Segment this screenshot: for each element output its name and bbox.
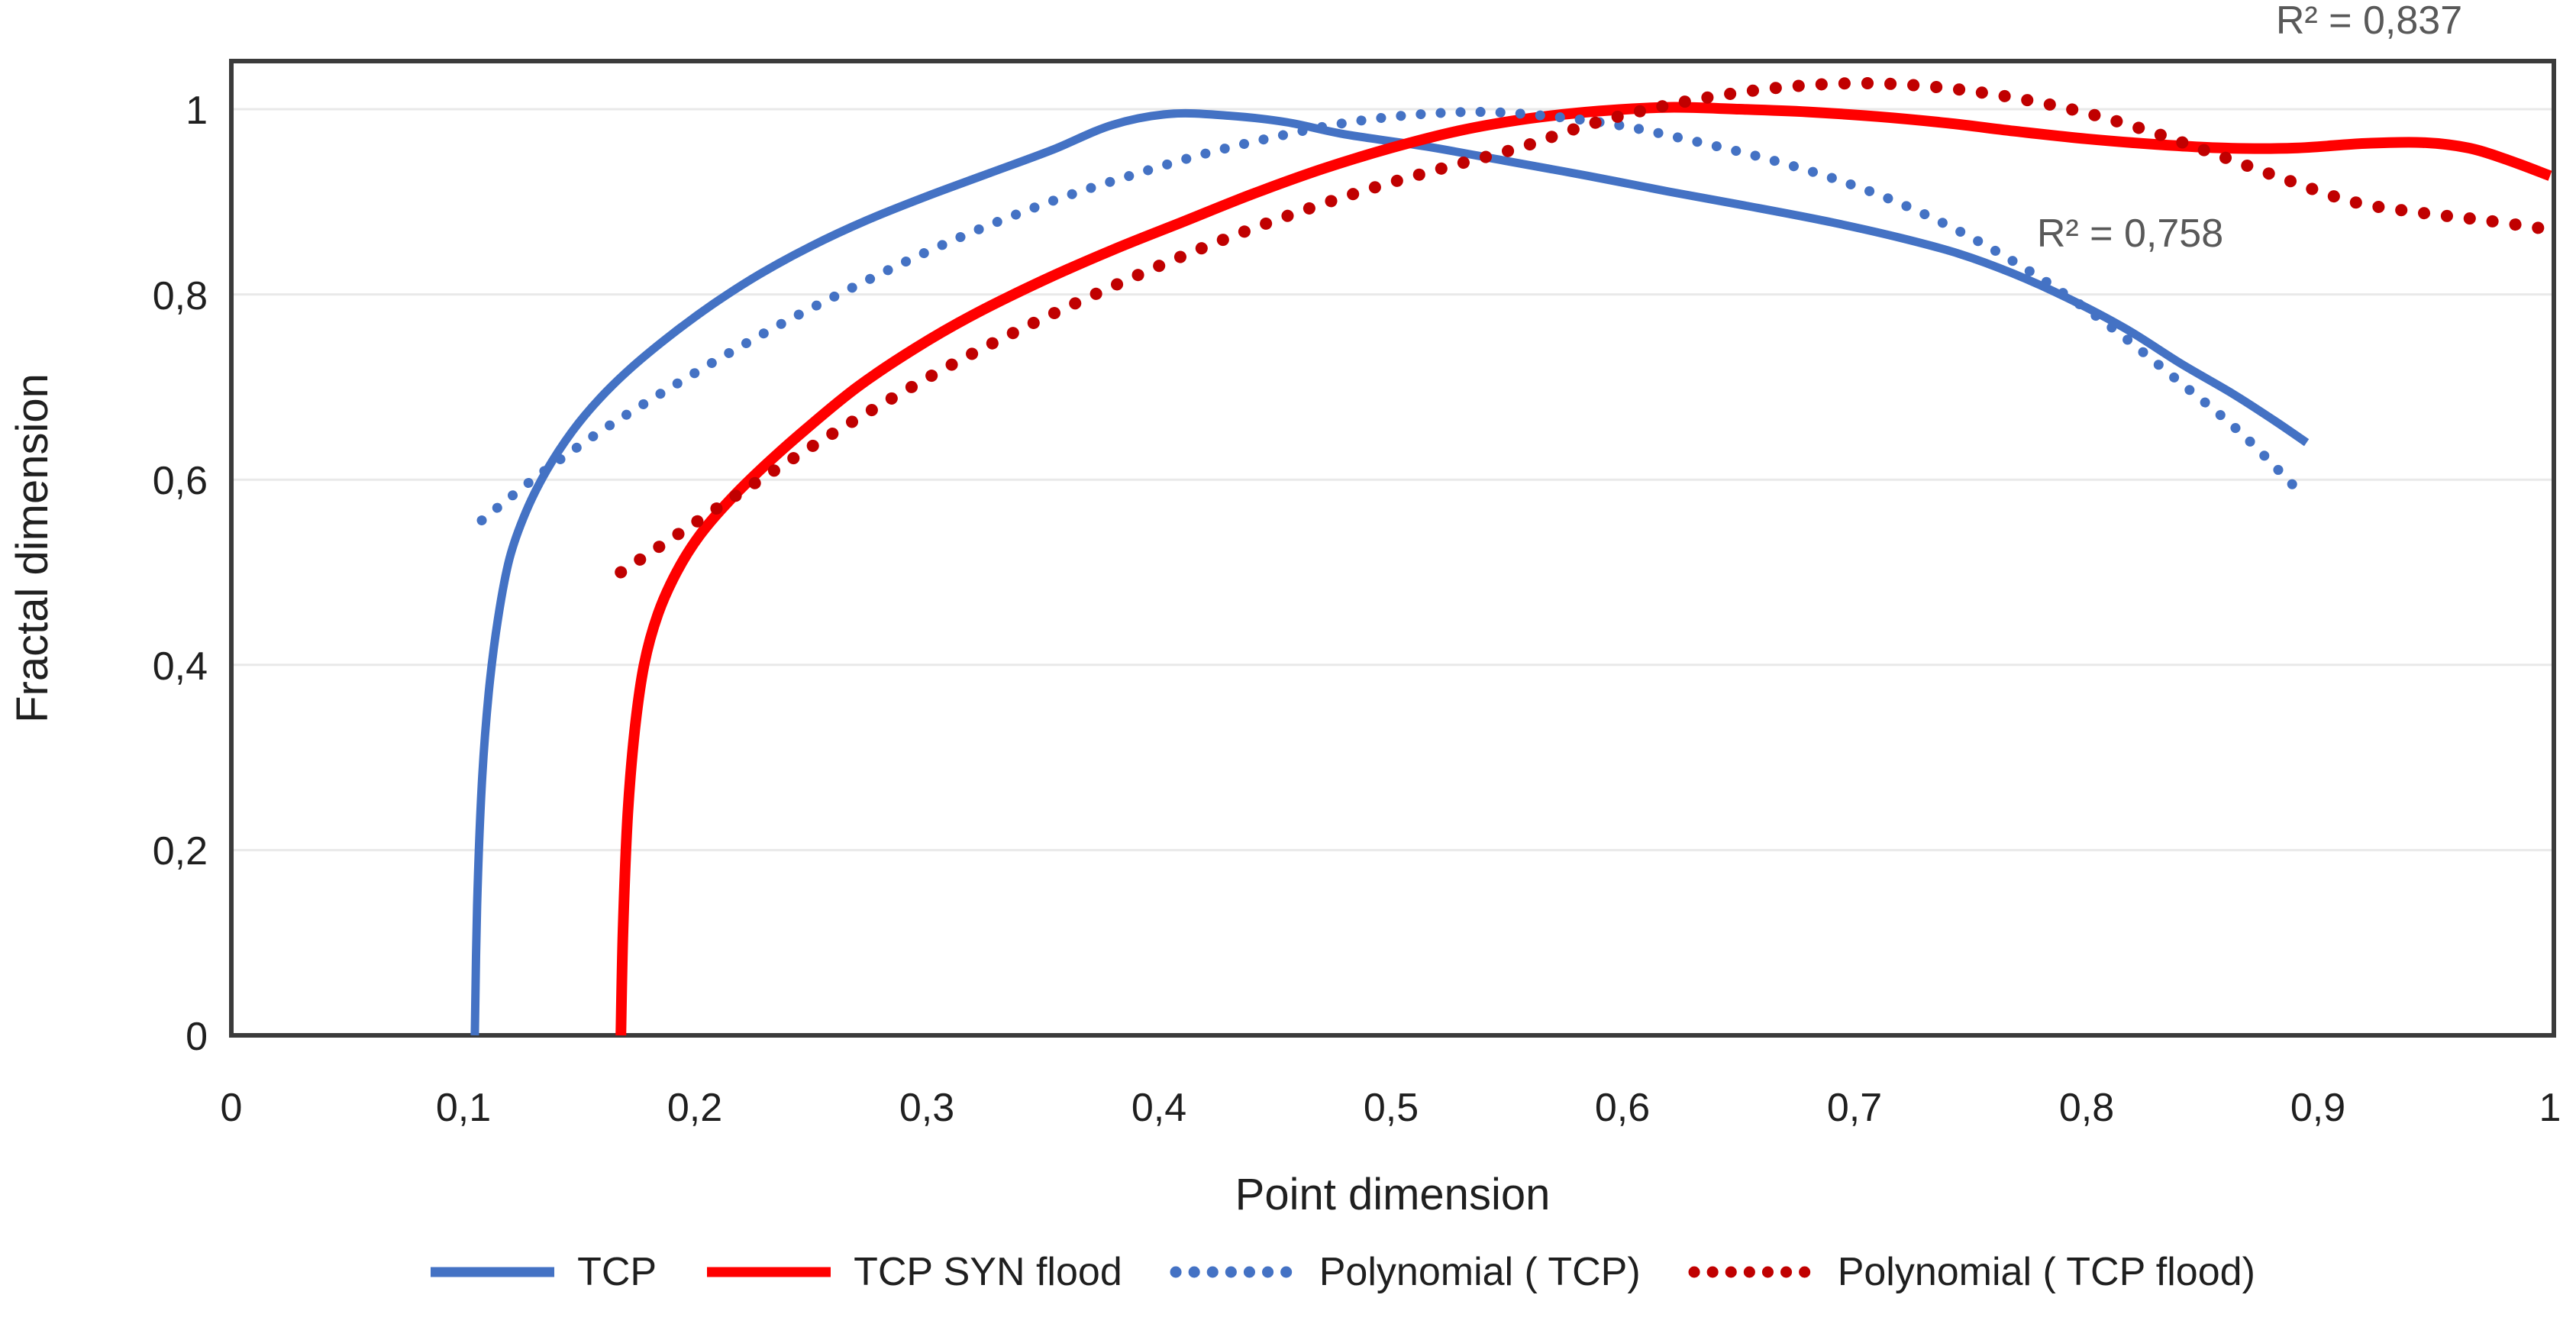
y-tick-label: 0,4 — [153, 644, 208, 689]
legend-swatch-polynomial-tcp-flood-dotted-line-icon — [1688, 1266, 1818, 1278]
legend-label-polynomial-tcp: Polynomial ( TCP) — [1319, 1250, 1641, 1294]
x-tick-label: 0,1 — [436, 1086, 491, 1130]
legend-label-tcp: TCP — [577, 1250, 657, 1294]
legend-label-tcp-syn-flood: TCP SYN flood — [854, 1250, 1122, 1294]
x-tick-label: 1 — [2539, 1086, 2561, 1130]
x-tick-label: 0,3 — [899, 1086, 954, 1130]
y-tick-label: 0,6 — [153, 459, 208, 503]
legend-swatch-polynomial-tcp-dotted-line-icon — [1170, 1266, 1299, 1278]
legend-label-polynomial-tcp-flood: Polynomial ( TCP flood) — [1837, 1250, 2255, 1294]
legend-item-polynomial-tcp: Polynomial ( TCP) — [1170, 1249, 1641, 1295]
x-tick-label: 0,2 — [667, 1086, 722, 1130]
series-lines — [470, 76, 2556, 1036]
r-squared-annotation: R² = 0,758 — [2037, 211, 2223, 256]
y-tick-label: 1 — [186, 89, 208, 133]
legend-swatch-tcp-solid-line-icon — [431, 1267, 555, 1277]
x-tick-label: 0,5 — [1364, 1086, 1419, 1130]
x-tick-label: 0 — [221, 1086, 243, 1130]
x-tick-label: 0,4 — [1131, 1086, 1186, 1130]
plot-border — [229, 59, 2556, 1038]
x-tick-label: 0,6 — [1595, 1086, 1650, 1130]
y-axis-tick-labels: 0 0,2 0,4 0,6 0,8 1 — [153, 89, 208, 1059]
trendline-polynomial-tcp — [476, 107, 2300, 526]
y-tick-label: 0,8 — [153, 274, 208, 318]
r-squared-annotation: R² = 0,837 — [2276, 0, 2462, 43]
legend-item-tcp: TCP — [428, 1249, 657, 1295]
legend-item-tcp-syn-flood: TCP SYN flood — [704, 1249, 1122, 1295]
x-tick-label: 0,7 — [1827, 1086, 1882, 1130]
x-axis-title: Point dimension — [1235, 1170, 1551, 1219]
x-axis-tick-labels: 0 0,1 0,2 0,3 0,4 0,5 0,6 0,7 0,8 0,9 1 — [221, 1086, 2561, 1130]
x-tick-label: 0,9 — [2290, 1086, 2345, 1130]
gridlines — [231, 108, 2554, 851]
series-line-tcp-syn-flood — [615, 102, 2552, 1036]
y-axis-title: Fractal dimension — [8, 373, 57, 723]
legend-swatch-tcp-syn-flood-solid-line-icon — [707, 1267, 831, 1277]
trendline-polynomial-tcp-flood — [615, 76, 2556, 579]
r-squared-annotations: R² = 0,837 R² = 0,758 — [2037, 0, 2462, 256]
x-tick-label: 0,8 — [2059, 1086, 2114, 1130]
y-tick-label: 0,2 — [153, 829, 208, 873]
legend-item-polynomial-tcp-flood: Polynomial ( TCP flood) — [1688, 1249, 2255, 1295]
chart-legend: TCP TCP SYN flood Polynomial ( TCP) Poly… — [53, 1249, 2576, 1295]
series-line-tcp — [470, 108, 2310, 1036]
y-tick-label: 0 — [186, 1015, 208, 1059]
